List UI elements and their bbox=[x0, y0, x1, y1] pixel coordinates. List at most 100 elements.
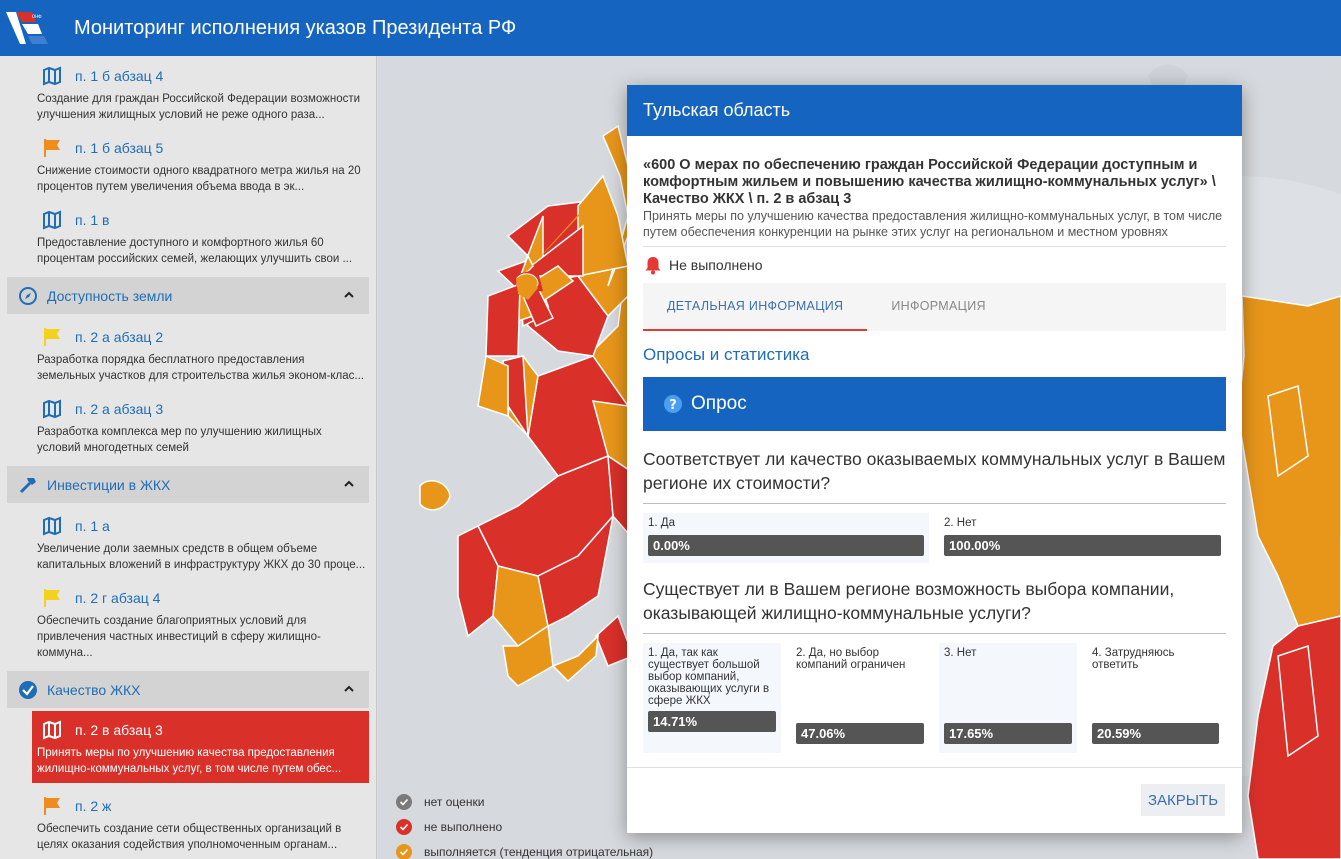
question-2: Существует ли в Вашем регионе возможност… bbox=[643, 577, 1226, 634]
item-code[interactable]: п. 1 в bbox=[75, 212, 110, 228]
answer-option: 4. Затрудняюсь ответить 20.59% bbox=[1087, 643, 1224, 753]
modal-title: Тульская область bbox=[627, 85, 1242, 136]
item-description: Обеспечить создание благоприятных услови… bbox=[37, 615, 321, 659]
sidebar-item[interactable]: п. 1 а Увеличение доли заемных средств в… bbox=[0, 503, 376, 579]
item-description: Обеспечить создание сети общественных ор… bbox=[37, 823, 342, 851]
sidebar-item[interactable]: п. 2 а абзац 2 Разработка порядка беспла… bbox=[0, 314, 376, 390]
section-title: Опросы и статистика bbox=[643, 345, 810, 364]
sidebar-item[interactable]: п. 1 б абзац 4 Создание для граждан Росс… bbox=[0, 56, 376, 129]
chevron-up-icon[interactable] bbox=[343, 288, 355, 306]
map-icon bbox=[41, 515, 63, 537]
legend-label: нет оценки bbox=[424, 794, 485, 809]
answer-label: 1. Да bbox=[648, 517, 675, 529]
sidebar-item[interactable]: п. 1 в Предоставление доступного и комфо… bbox=[0, 201, 376, 273]
check-circle-icon bbox=[17, 679, 39, 701]
svg-text:ОНФ: ОНФ bbox=[32, 14, 42, 19]
modal-body[interactable]: «600 О мерах по обеспечению граждан Росс… bbox=[627, 136, 1242, 767]
map-icon bbox=[41, 398, 63, 420]
tab-bar: ДЕТАЛЬНАЯ ИНФОРМАЦИЯ ИНФОРМАЦИЯ bbox=[643, 283, 1226, 331]
flag-icon bbox=[41, 587, 63, 609]
section-invest[interactable]: Инвестиции в ЖКХ bbox=[7, 466, 369, 503]
flag-icon bbox=[41, 795, 63, 817]
question-1: Соответствует ли качество оказываемых ко… bbox=[643, 447, 1226, 504]
compass-icon bbox=[17, 285, 39, 307]
poll-header: ? Опрос bbox=[643, 377, 1226, 431]
tab-detailed-info[interactable]: ДЕТАЛЬНАЯ ИНФОРМАЦИЯ bbox=[643, 283, 868, 331]
answers-q2: 1. Да, так как существует большой выбор … bbox=[643, 643, 1226, 753]
region-modal: Тульская область «600 О мерах по обеспеч… bbox=[627, 85, 1242, 833]
answer-option: 2. Нет 100.00% bbox=[939, 513, 1226, 563]
legend-item: выполняется (тенденция отрицательная) bbox=[396, 839, 653, 859]
map-icon bbox=[41, 719, 63, 741]
answer-option: 1. Да 0.00% bbox=[643, 513, 929, 563]
item-description: Разработка комплекса мер по улучшению жи… bbox=[37, 426, 322, 454]
item-code[interactable]: п. 1 б абзац 4 bbox=[75, 68, 164, 84]
sidebar-item[interactable]: п. 2 ж Обеспечить создание сети обществе… bbox=[0, 783, 376, 859]
item-code[interactable]: п. 1 а bbox=[75, 518, 110, 534]
sidebar-item-active[interactable]: п. 2 в абзац 3 Принять меры по улучшению… bbox=[32, 711, 369, 783]
help-icon: ? bbox=[663, 394, 683, 414]
check-circle-icon bbox=[396, 793, 412, 810]
logo[interactable]: ОНФ bbox=[2, 0, 58, 56]
item-code[interactable]: п. 2 ж bbox=[75, 798, 112, 814]
check-circle-icon bbox=[396, 818, 412, 835]
legend-label: не выполнено bbox=[424, 819, 503, 834]
bell-icon bbox=[643, 255, 663, 275]
sidebar-item[interactable]: п. 2 а абзац 3 Разработка комплекса мер … bbox=[0, 390, 376, 462]
answer-option: 1. Да, так как существует большой выбор … bbox=[643, 643, 781, 753]
item-code[interactable]: п. 2 а абзац 2 bbox=[75, 329, 164, 345]
close-button[interactable]: ЗАКРЫТЬ bbox=[1141, 784, 1225, 816]
answers-q1: 1. Да 0.00% 2. Нет 100.00% bbox=[643, 513, 1226, 563]
app-title: Мониторинг исполнения указов Президента … bbox=[74, 16, 517, 39]
answer-label: 2. Нет bbox=[944, 517, 977, 529]
sidebar-item[interactable]: п. 2 г абзац 4 Обеспечить создание благо… bbox=[0, 579, 376, 667]
answer-label: 3. Нет bbox=[944, 647, 977, 659]
modal-footer: ЗАКРЫТЬ bbox=[627, 767, 1242, 833]
hammer-icon bbox=[17, 474, 39, 496]
sidebar-item[interactable]: п. 1 б абзац 5 Снижение стоимости одного… bbox=[0, 129, 376, 201]
svg-text:?: ? bbox=[669, 398, 677, 413]
item-description: Разработка порядка бесплатного предостав… bbox=[37, 354, 365, 382]
status-text: Не выполнено bbox=[669, 257, 763, 273]
status-badge: Не выполнено bbox=[643, 247, 1226, 283]
answer-percent: 17.65% bbox=[944, 723, 1072, 744]
item-description: Снижение стоимости одного квадратного ме… bbox=[37, 165, 361, 193]
item-code[interactable]: п. 2 а абзац 3 bbox=[75, 401, 164, 417]
flag-icon bbox=[41, 137, 63, 159]
answer-percent: 47.06% bbox=[796, 723, 924, 744]
item-description: Увеличение доли заемных средств в общем … bbox=[37, 543, 366, 571]
legend-item: нет оценки bbox=[396, 789, 653, 814]
section-land[interactable]: Доступность земли bbox=[7, 277, 369, 314]
answer-label: 2. Да, но выбор компаний ограничен bbox=[796, 647, 906, 671]
answer-percent: 100.00% bbox=[944, 535, 1221, 556]
app-header: ОНФ Мониторинг исполнения указов Президе… bbox=[0, 0, 1341, 56]
check-circle-icon bbox=[396, 843, 412, 859]
legend-item: не выполнено bbox=[396, 814, 653, 839]
section-label: Инвестиции в ЖКХ bbox=[47, 476, 171, 493]
map-icon bbox=[41, 65, 63, 87]
item-description: Предоставление доступного и комфортного … bbox=[37, 237, 353, 265]
answer-percent: 20.59% bbox=[1092, 723, 1219, 744]
answer-percent: 0.00% bbox=[648, 535, 924, 556]
chevron-up-icon[interactable] bbox=[343, 682, 355, 700]
tab-info[interactable]: ИНФОРМАЦИЯ bbox=[891, 299, 986, 313]
map-legend: нет оценки не выполнено выполняется (тен… bbox=[396, 789, 653, 859]
answer-label: 4. Затрудняюсь ответить bbox=[1092, 647, 1175, 671]
answer-label: 1. Да, так как существует большой выбор … bbox=[648, 647, 770, 707]
map-icon bbox=[41, 209, 63, 231]
item-description: Принять меры по улучшению качества предо… bbox=[37, 747, 342, 775]
item-code[interactable]: п. 2 г абзац 4 bbox=[75, 590, 161, 606]
item-code[interactable]: п. 2 в абзац 3 bbox=[75, 722, 163, 738]
item-code[interactable]: п. 1 б абзац 5 bbox=[75, 140, 164, 156]
flag-icon bbox=[41, 326, 63, 348]
answer-option: 2. Да, но выбор компаний ограничен 47.06… bbox=[791, 643, 929, 753]
decree-subtitle: Принять меры по улучшению качества предо… bbox=[643, 208, 1226, 247]
section-label: Доступность земли bbox=[47, 287, 173, 304]
answer-percent: 14.71% bbox=[648, 711, 776, 732]
sidebar: п. 1 б абзац 4 Создание для граждан Росс… bbox=[0, 56, 377, 859]
decree-title: «600 О мерах по обеспечению граждан Росс… bbox=[643, 157, 1216, 207]
chevron-up-icon[interactable] bbox=[343, 477, 355, 495]
section-label: Качество ЖКХ bbox=[47, 681, 141, 698]
section-quality[interactable]: Качество ЖКХ bbox=[7, 671, 369, 708]
poll-label: Опрос bbox=[691, 393, 747, 414]
